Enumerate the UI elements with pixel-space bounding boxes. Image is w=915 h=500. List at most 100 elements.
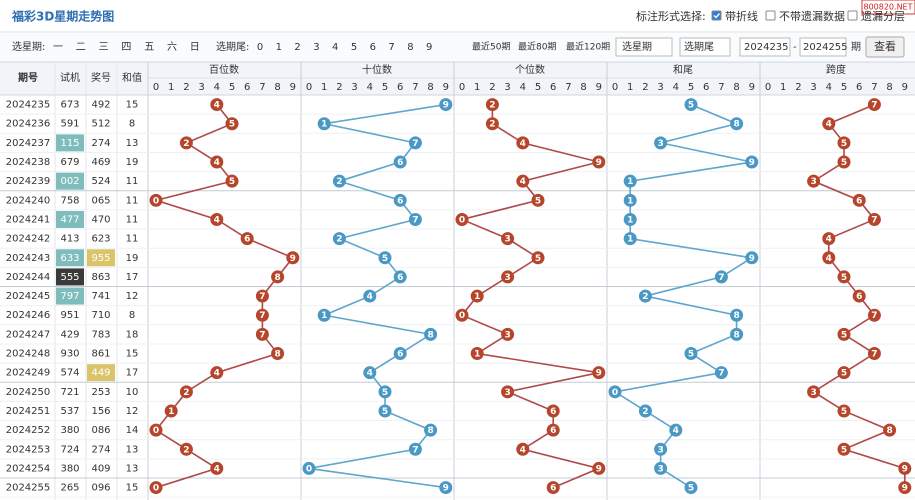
trial: 930 xyxy=(60,349,79,360)
digit-ball xyxy=(317,308,331,322)
digit-ball-label: 6 xyxy=(550,407,556,417)
digit-ball xyxy=(546,423,560,437)
weekday-button[interactable]: 日 xyxy=(190,42,200,53)
digit-ball-label: 6 xyxy=(397,273,403,283)
digit-ball-label: 5 xyxy=(688,350,694,360)
digit-ball xyxy=(255,308,269,322)
digit-header: 6 xyxy=(856,82,862,93)
digit-header: 3 xyxy=(504,82,510,93)
weekday-button[interactable]: 六 xyxy=(167,41,177,53)
tail-select[interactable] xyxy=(679,37,731,57)
digit-ball-label: 2 xyxy=(336,235,342,245)
digit-ball xyxy=(225,117,239,131)
weekday-button[interactable]: 四 xyxy=(121,42,131,53)
issue: 2024252 xyxy=(6,425,51,436)
digit-ball xyxy=(867,98,881,112)
tail-button[interactable]: 0 xyxy=(257,42,263,53)
sum: 11 xyxy=(126,176,139,187)
trial-bg xyxy=(56,172,84,190)
tail-button[interactable]: 5 xyxy=(351,42,357,53)
digit-header: 9 xyxy=(443,82,449,93)
digit-ball xyxy=(730,117,744,131)
digit-ball xyxy=(470,347,484,361)
digit-ball xyxy=(302,461,316,475)
digit-ball xyxy=(439,98,453,112)
checkbox[interactable] xyxy=(847,10,858,21)
digit-header: 5 xyxy=(382,82,388,93)
weekday-button[interactable]: 一 xyxy=(53,42,63,53)
issue: 2024251 xyxy=(6,406,51,417)
digit-ball-label: 2 xyxy=(183,445,189,455)
issue: 2024239 xyxy=(6,176,51,187)
digit-header: 6 xyxy=(397,82,403,93)
tail-button[interactable]: 9 xyxy=(426,42,432,53)
recent-link[interactable]: 最近120期 xyxy=(566,41,610,53)
digit-ball-label: 3 xyxy=(504,235,510,245)
digit-ball xyxy=(485,117,499,131)
digit-ball-label: 4 xyxy=(214,215,220,225)
trial: 673 xyxy=(60,100,79,111)
digit-ball xyxy=(501,327,515,341)
digit-ball xyxy=(286,251,300,265)
digit-ball-label: 5 xyxy=(229,120,235,130)
weekday-button[interactable]: 五 xyxy=(144,42,154,53)
weekday-label: 选星期: xyxy=(12,40,45,53)
column-header: 和值 xyxy=(122,71,142,84)
digit-ball xyxy=(271,347,285,361)
tail-button[interactable]: 1 xyxy=(276,42,282,53)
recent-link[interactable]: 最近50期 xyxy=(472,41,510,53)
weekday-button[interactable]: 三 xyxy=(99,42,109,53)
checkbox[interactable] xyxy=(765,10,776,21)
submit-button[interactable] xyxy=(865,36,905,58)
digit-ball xyxy=(516,442,530,456)
digit-ball xyxy=(164,404,178,418)
digit-ball-label: 9 xyxy=(902,464,908,474)
digit-header: 8 xyxy=(733,82,739,93)
option-label: 不带遗漏数据 xyxy=(779,9,845,23)
digit-ball xyxy=(623,212,637,226)
tail-button[interactable]: 4 xyxy=(332,42,338,53)
weekday-select[interactable] xyxy=(615,37,673,57)
to-value: 2024255 xyxy=(803,42,848,53)
tail-button[interactable]: 6 xyxy=(370,42,376,53)
issue: 2024253 xyxy=(6,444,51,455)
digit-ball xyxy=(179,136,193,150)
trend-line xyxy=(153,104,295,489)
digit-header: 6 xyxy=(550,82,556,93)
trial-bg xyxy=(56,210,84,228)
checkbox[interactable] xyxy=(711,10,722,21)
digit-header: 7 xyxy=(412,82,418,93)
digit-ball-label: 1 xyxy=(627,177,633,187)
issue: 2024238 xyxy=(6,157,51,168)
digit-ball xyxy=(623,193,637,207)
sum: 11 xyxy=(126,214,139,225)
digit-ball-label: 5 xyxy=(841,158,847,168)
site-badge xyxy=(861,0,915,15)
sum: 14 xyxy=(126,425,139,436)
digit-ball-label: 3 xyxy=(657,445,663,455)
tail-button[interactable]: 2 xyxy=(294,42,300,53)
digit-ball-label: 1 xyxy=(627,215,633,225)
trial-bg xyxy=(56,249,84,267)
digit-header: 2 xyxy=(183,82,189,93)
recent-link[interactable]: 最近80期 xyxy=(518,41,556,53)
tail-button[interactable]: 3 xyxy=(313,42,319,53)
tail-button[interactable]: 7 xyxy=(388,42,394,53)
digit-ball-label: 3 xyxy=(810,177,816,187)
digit-ball xyxy=(592,155,606,169)
tail-button[interactable]: 8 xyxy=(407,42,413,53)
number: 274 xyxy=(91,138,110,149)
from-input[interactable] xyxy=(739,37,791,57)
number: 156 xyxy=(91,406,110,417)
sum: 19 xyxy=(126,253,139,264)
digit-ball-label: 0 xyxy=(612,388,618,398)
digit-header: 6 xyxy=(703,82,709,93)
to-input[interactable] xyxy=(799,37,847,57)
page-title: 福彩3D星期走势图 xyxy=(11,9,114,24)
weekday-button[interactable]: 二 xyxy=(76,42,86,53)
sum: 15 xyxy=(126,349,139,360)
digit-ball-label: 5 xyxy=(535,254,541,264)
digit-ball-label: 0 xyxy=(153,426,159,436)
digit-ball xyxy=(439,481,453,495)
top-bar xyxy=(0,0,915,32)
